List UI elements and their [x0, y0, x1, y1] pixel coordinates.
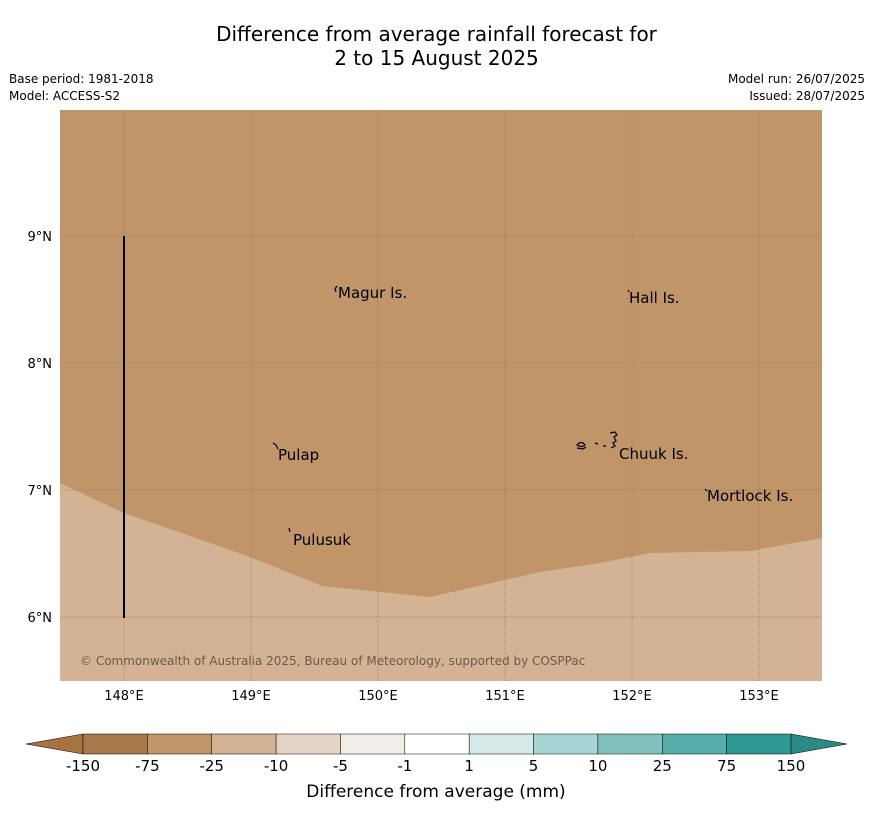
island-magur	[334, 285, 338, 293]
colorbar-segment	[726, 733, 792, 755]
place-hall: Hall Is.	[629, 289, 680, 307]
colorbar-tick-label: 25	[653, 757, 672, 775]
lon-tick-148: 148°E	[104, 689, 144, 704]
colorbar-segment	[211, 733, 277, 755]
island-pulap	[272, 442, 279, 450]
place-pulusuk: Pulusuk	[293, 531, 351, 549]
colorbar-segment	[147, 733, 212, 755]
model-name: Model: ACCESS-S2	[9, 89, 121, 103]
colorbar-tick-label: -75	[135, 757, 160, 775]
colorbar-tick-label: 75	[717, 757, 736, 775]
place-pulap: Pulap	[278, 446, 319, 464]
island-hall	[627, 289, 630, 293]
chuuk-lagoon-islands	[576, 431, 618, 450]
colorbar-segment	[404, 733, 470, 755]
title-line-2: 2 to 15 August 2025	[334, 46, 539, 70]
colorbar-segment	[82, 733, 148, 755]
lat-tick-8: 8°N	[28, 357, 53, 372]
colorbar-segment	[340, 733, 406, 755]
meta-left: Base period: 1981-2018 Model: ACCESS-S2	[9, 71, 154, 105]
colorbar-extend-low	[25, 733, 84, 755]
title-line-1: Difference from average rainfall forecas…	[216, 22, 657, 46]
lighter-dry-region	[60, 483, 822, 681]
island-chuuk-a	[576, 441, 586, 448]
lon-tick-150: 150°E	[358, 689, 398, 704]
colorbar: -150 -75 -25 -10 -5 -1 1 5 10 25 75 150	[25, 733, 848, 775]
lon-ticks: 148°E 149°E 150°E 151°E 152°E 153°E	[104, 689, 779, 704]
lat-ticks: 9°N 8°N 7°N 6°N	[28, 230, 53, 626]
island-chuuk-c	[594, 442, 599, 445]
colorbar-tick-label: 1	[464, 757, 474, 775]
meta-right: Model run: 26/07/2025 Issued: 28/07/2025	[728, 71, 865, 105]
colorbar-segment	[533, 733, 599, 755]
place-magur: Magur Is.	[338, 284, 407, 302]
lon-tick-152: 152°E	[612, 689, 652, 704]
lat-tick-7: 7°N	[28, 484, 53, 499]
base-period: Base period: 1981-2018	[9, 72, 154, 86]
place-mortlock: Mortlock Is.	[707, 487, 793, 505]
islands	[272, 285, 708, 533]
lat-tick-6: 6°N	[28, 611, 53, 626]
colorbar-tick-label: 10	[588, 757, 607, 775]
model-run: Model run: 26/07/2025	[727, 72, 865, 86]
colorbar-segment	[597, 733, 663, 755]
issued-date: Issued: 28/07/2025	[749, 89, 865, 103]
colorbar-segment	[662, 733, 727, 755]
colorbar-tick-label: -150	[66, 757, 100, 775]
colorbar-segment	[468, 733, 534, 755]
colorbar-title: Difference from average (mm)	[306, 782, 565, 802]
colorbar-tick-label: -25	[199, 757, 224, 775]
gridlines	[60, 110, 822, 681]
island-pulusuk	[288, 527, 291, 533]
island-mortlock	[704, 488, 708, 492]
colorbar-tick-label: -10	[264, 757, 289, 775]
map-panel: Magur Is. Hall Is. Pulap Chuuk Is. Mortl…	[60, 110, 822, 681]
colorbar-tick-label: 150	[777, 757, 806, 775]
colorbar-tick-label: 5	[529, 757, 539, 775]
colorbar-tick-label: -5	[333, 757, 348, 775]
copyright-notice: © Commonwealth of Australia 2025, Bureau…	[80, 654, 585, 668]
colorbar-tick-label: -1	[397, 757, 412, 775]
lat-tick-9: 9°N	[28, 230, 53, 245]
place-chuuk: Chuuk Is.	[619, 445, 688, 463]
island-chuuk-e	[609, 431, 618, 449]
colorbar-segment	[275, 733, 341, 755]
colorbar-extend-high	[790, 733, 848, 755]
chart-title: Difference from average rainfall forecas…	[0, 22, 873, 70]
island-chuuk-b	[576, 446, 587, 450]
lon-tick-153: 153°E	[739, 689, 779, 704]
lon-tick-151: 151°E	[485, 689, 525, 704]
lon-tick-149: 149°E	[231, 689, 271, 704]
